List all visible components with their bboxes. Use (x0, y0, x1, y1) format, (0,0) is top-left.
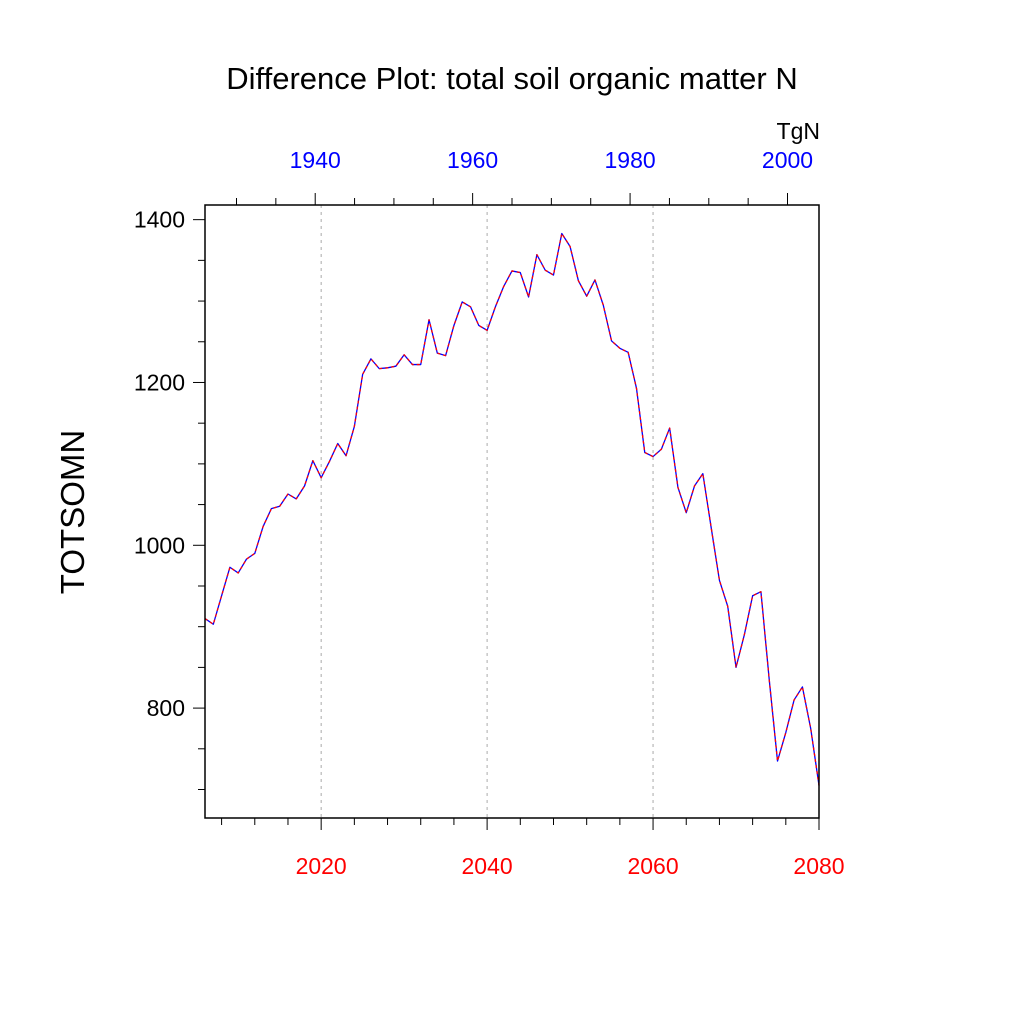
bottom-tick-label-2020: 2020 (296, 853, 347, 879)
grid-lines (320, 205, 654, 818)
axes (204, 204, 820, 819)
tick-marks (193, 193, 820, 830)
bottom-tick-label-2060: 2060 (627, 853, 678, 879)
y-tick-label-1400: 1400 (134, 207, 185, 233)
data-series (204, 232, 820, 786)
units-label: TgN (777, 118, 820, 144)
top-tick-label-1980: 1980 (604, 147, 655, 173)
bottom-tick-label-2080: 2080 (793, 853, 844, 879)
chart-title: Difference Plot: total soil organic matt… (226, 61, 797, 96)
y-tick-label-1200: 1200 (134, 369, 185, 395)
y-tick-label-1000: 1000 (134, 532, 185, 558)
plot-frame (204, 204, 820, 819)
tick-labels: 2020 2040 2060 2080 1940 1960 1980 2000 800 1000 1… (134, 147, 845, 879)
series-line-dash-0 (204, 232, 820, 786)
top-tick-label-1940: 1940 (290, 147, 341, 173)
y-tick-label-800: 800 (147, 695, 185, 721)
top-tick-label-2000: 2000 (762, 147, 813, 173)
y-axis-label: TOTSOMN (54, 430, 91, 594)
series-line-0 (204, 232, 820, 786)
bottom-tick-label-2040: 2040 (462, 853, 513, 879)
top-tick-label-1960: 1960 (447, 147, 498, 173)
